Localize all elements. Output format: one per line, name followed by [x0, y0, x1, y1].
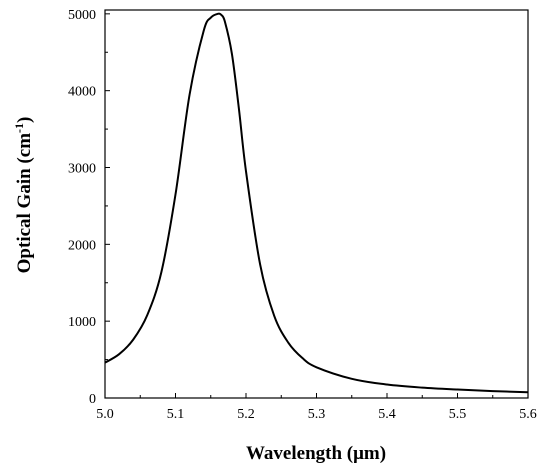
- x-axis-ticks: 5.0 5.1 5.2 5.3 5.4 5.5 5.6: [96, 393, 537, 422]
- x-axis-title: Wavelength (μm): [246, 443, 386, 464]
- y-tick-label: 2000: [68, 238, 96, 253]
- x-tick-label: 5.0: [96, 407, 114, 422]
- y-tick-label: 3000: [68, 162, 96, 177]
- y-axis-title-main: Optical Gain (cm: [14, 133, 35, 274]
- x-tick-label: 5.3: [308, 407, 326, 422]
- y-tick-label: 1000: [68, 315, 96, 330]
- x-tick-label: 5.1: [167, 407, 185, 422]
- y-tick-label: 5000: [68, 8, 96, 23]
- y-tick-label: 4000: [68, 85, 96, 100]
- plot-frame: [104, 9, 529, 399]
- y-axis-title: Optical Gain (cm-1): [12, 117, 35, 274]
- y-axis-title-sup: -1: [12, 123, 26, 133]
- x-tick-label: 5.6: [519, 407, 537, 422]
- y-axis-ticks: 0 1000 2000 3000 4000 5000: [68, 8, 110, 407]
- y-axis-title-close: ): [14, 117, 35, 123]
- y-tick-label: 0: [89, 392, 96, 407]
- x-tick-label: 5.4: [378, 407, 396, 422]
- x-tick-label: 5.5: [449, 407, 467, 422]
- x-tick-label: 5.2: [237, 407, 255, 422]
- gain-curve-line: [104, 12, 529, 394]
